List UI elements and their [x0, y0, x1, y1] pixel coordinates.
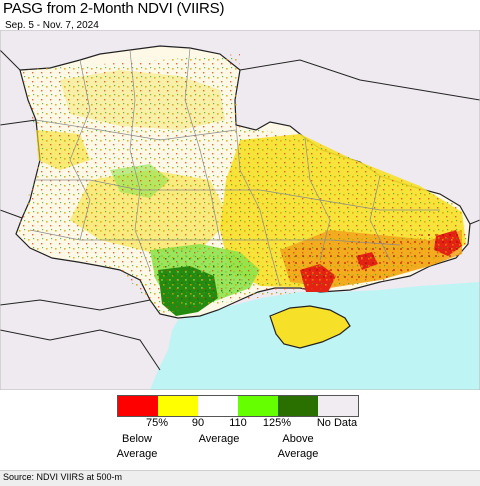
- legend-caption-below-line1: Below: [122, 433, 152, 445]
- legend-swatch-90-110: [198, 396, 238, 416]
- legend-caption-below: Below Average: [102, 432, 172, 462]
- legend-swatch-below-75: [118, 396, 158, 416]
- legend-caption-above: Above Average: [263, 432, 333, 462]
- legend-label-no-data: No Data: [316, 417, 358, 429]
- legend-tick-125: 125%: [262, 417, 292, 429]
- crimea: [269, 305, 351, 349]
- source-footer: Source: NDVI VIIRS at 500-m: [0, 470, 480, 486]
- legend-color-bar: [117, 395, 359, 417]
- legend-swatch-110-125: [238, 396, 278, 416]
- legend-swatch-75-90: [158, 396, 198, 416]
- legend-caption-average: Average: [198, 433, 240, 445]
- legend-caption-below-line2: Average: [116, 448, 158, 460]
- map-title: PASG from 2-Month NDVI (VIIRS): [3, 0, 225, 17]
- ndvi-map: [0, 30, 480, 390]
- source-text: Source: NDVI VIIRS at 500-m: [3, 472, 123, 482]
- legend-swatch-no-data: [318, 396, 358, 416]
- map-date-range: Sep. 5 - Nov. 7, 2024: [5, 20, 99, 31]
- legend-tick-110: 110: [229, 417, 247, 429]
- legend-caption-above-line1: Above: [282, 433, 314, 445]
- speckle-texture-green: [150, 250, 250, 310]
- legend-tick-75: 75%: [145, 417, 169, 429]
- legend-tick-90: 90: [191, 417, 205, 429]
- speckle-texture-red: [280, 230, 462, 282]
- legend-swatch-above-125: [278, 396, 318, 416]
- country-borders: [0, 49, 480, 371]
- admin-boundaries: [29, 47, 440, 287]
- legend-caption-above-line2: Average: [277, 448, 319, 460]
